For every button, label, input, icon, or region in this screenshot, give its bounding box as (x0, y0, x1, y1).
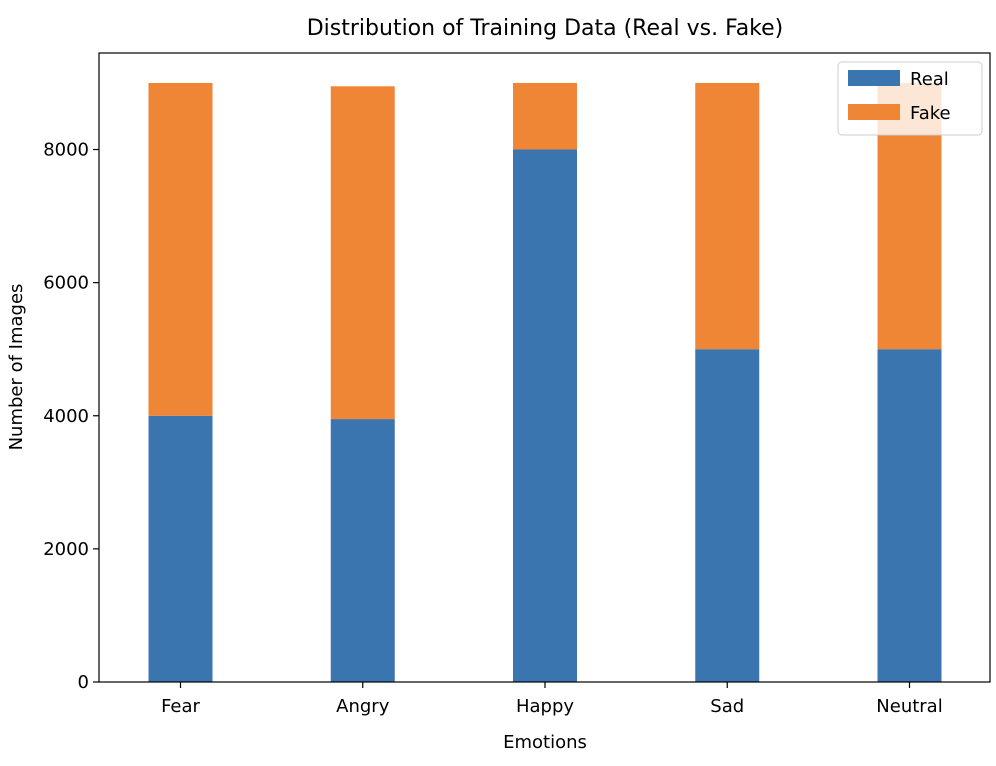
x-tick-label-angry: Angry (336, 696, 390, 717)
legend: Real Fake (837, 61, 983, 136)
bars-layer (148, 82, 942, 682)
y-tick-label: 6000 (43, 273, 89, 294)
bar-fake-sad (695, 82, 760, 350)
legend-label-fake: Fake (910, 103, 951, 124)
bar-real-sad (695, 349, 760, 682)
legend-label-real: Real (910, 69, 949, 90)
bar-fake-fear (148, 82, 213, 416)
x-tick-label-sad: Sad (710, 696, 744, 717)
y-tick-label: 8000 (43, 140, 89, 161)
x-axis-label: Emotions (503, 732, 587, 753)
x-tick-label-happy: Happy (516, 696, 574, 717)
bar-real-angry (330, 419, 395, 682)
bar-real-neutral (877, 349, 942, 682)
y-tick-label: 4000 (43, 406, 89, 427)
y-axis-label: Number of Images (6, 284, 27, 451)
bar-fake-happy (513, 82, 577, 150)
y-tick-label: 2000 (43, 539, 89, 560)
legend-swatch-real (848, 70, 900, 86)
plot-frame (98, 52, 991, 683)
chart-title: Distribution of Training Data (Real vs. … (307, 16, 784, 41)
x-axis-ticks: Fear Angry Happy Sad Neutral (161, 682, 943, 717)
y-axis-ticks: 0 2000 4000 6000 8000 (43, 140, 99, 693)
legend-items: Real Fake (848, 69, 951, 124)
bar-fake-angry (330, 86, 395, 420)
bar-real-fear (148, 415, 213, 682)
y-tick-label: 0 (78, 672, 89, 693)
x-tick-label-neutral: Neutral (876, 696, 942, 717)
legend-swatch-fake (848, 104, 900, 120)
x-tick-label-fear: Fear (161, 696, 200, 717)
bar-real-happy (513, 149, 577, 682)
